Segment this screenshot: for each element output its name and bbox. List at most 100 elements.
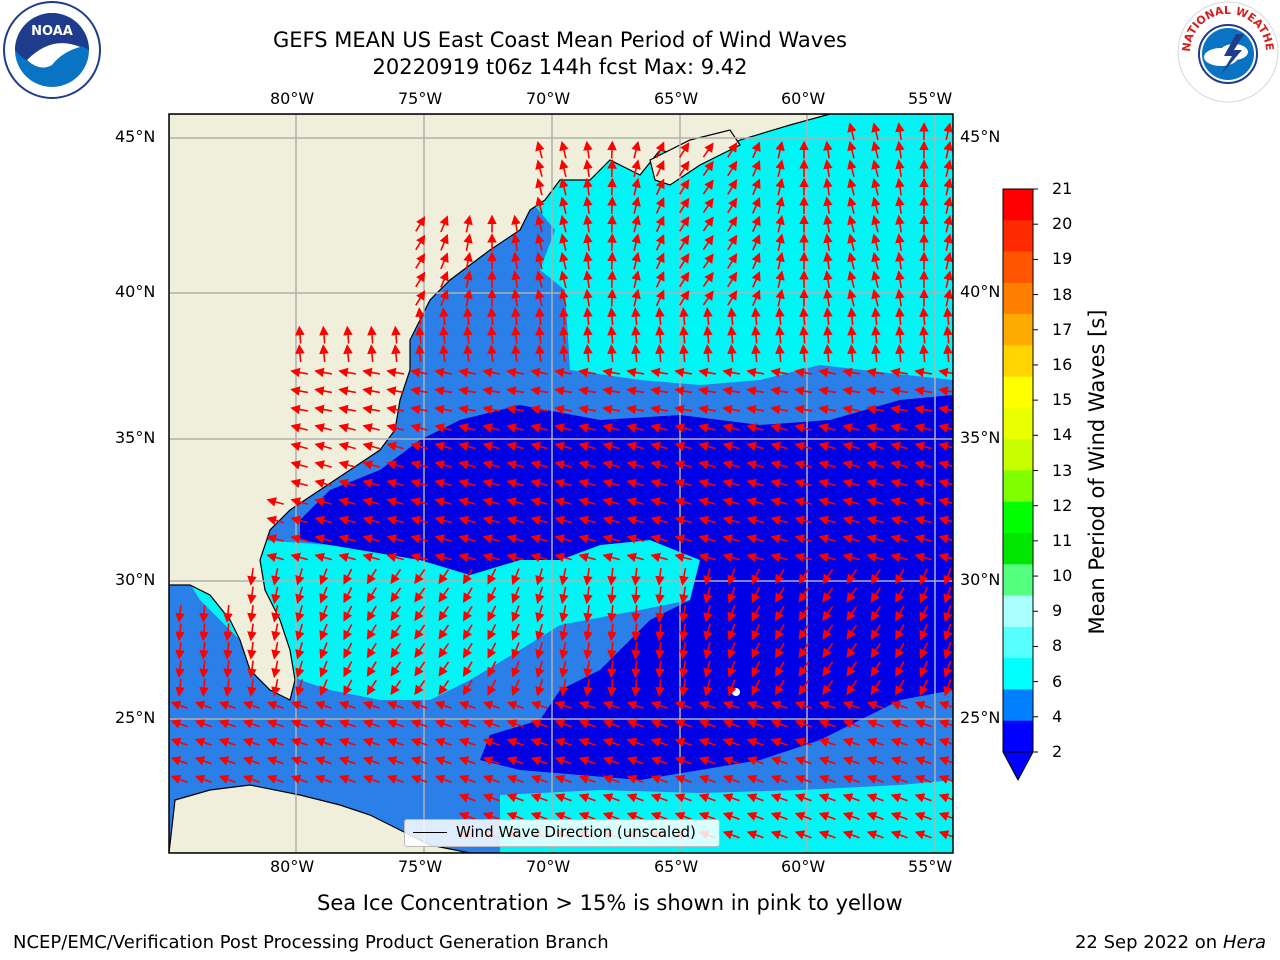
wind-arrow [751, 605, 761, 622]
wind-arrow [698, 515, 716, 526]
wind-arrow [583, 270, 593, 289]
wind-arrow [366, 642, 377, 659]
wind-arrow [506, 534, 524, 544]
wind-arrow [607, 307, 617, 326]
wind-arrow [602, 460, 620, 470]
wind-arrow [218, 756, 236, 766]
wind-arrow [674, 552, 692, 563]
wind-arrow [626, 737, 644, 747]
wind-arrow [266, 515, 284, 526]
wind-arrow [890, 737, 908, 747]
colorbar-swatch [1003, 376, 1033, 409]
wind-arrow [295, 344, 305, 363]
wind-arrow [746, 811, 764, 821]
wind-arrow [842, 534, 860, 544]
wind-arrow [554, 460, 572, 470]
wind-arrow [722, 515, 740, 526]
wind-arrow [799, 307, 809, 326]
wind-arrow [722, 441, 740, 452]
wind-arrow [218, 737, 236, 747]
wind-arrow [746, 515, 764, 526]
wind-arrow [650, 386, 669, 396]
wind-arrow [847, 196, 857, 214]
wind-arrow [487, 624, 497, 641]
wind-arrow [482, 460, 500, 470]
wind-arrow [554, 811, 572, 821]
wind-arrow [487, 661, 497, 678]
wind-arrow [410, 737, 428, 747]
wind-arrow [703, 344, 713, 363]
wind-arrow [943, 251, 953, 270]
wind-arrow [535, 159, 545, 177]
colorbar-swatch [1003, 407, 1033, 440]
wind-arrow [650, 811, 668, 821]
wind-arrow [938, 830, 953, 840]
wind-arrow [727, 160, 738, 177]
wind-arrow [559, 623, 569, 642]
wind-arrow [535, 233, 545, 251]
wind-arrow [650, 478, 668, 489]
wind-arrow [770, 441, 788, 452]
wind-arrow [870, 605, 881, 622]
wind-arrow [506, 756, 524, 766]
wind-arrow [607, 251, 617, 270]
wind-arrow [818, 441, 836, 452]
wind-arrow [366, 624, 377, 640]
wind-arrow [631, 325, 641, 344]
wind-arrow [506, 700, 524, 710]
wind-arrow [702, 234, 714, 251]
wind-arrow [866, 811, 884, 821]
wind-arrow [846, 568, 858, 585]
wind-arrow [722, 552, 740, 563]
wind-arrow [554, 719, 572, 729]
wind-arrow [247, 660, 257, 679]
wind-arrow [530, 497, 548, 507]
wind-arrow [530, 719, 548, 729]
wind-arrow [367, 325, 377, 344]
wind-arrow [775, 288, 785, 307]
wind-arrow [871, 214, 881, 233]
wind-arrow [727, 344, 737, 363]
wind-arrow [482, 404, 501, 415]
wind-arrow [362, 515, 380, 526]
wind-arrow [727, 271, 738, 288]
wind-arrow [578, 478, 596, 489]
wind-arrow [366, 679, 377, 696]
wind-arrow [818, 386, 837, 396]
wind-arrow [751, 642, 761, 659]
wind-arrow [798, 661, 810, 677]
wind-arrow [290, 404, 309, 415]
wind-arrow [458, 811, 476, 821]
wind-arrow [506, 404, 525, 415]
wind-arrow [818, 515, 836, 526]
wind-arrow [271, 623, 281, 642]
wind-arrow [530, 700, 548, 710]
wind-arrow [890, 386, 909, 396]
wind-arrow [722, 756, 740, 766]
wind-arrow [530, 756, 548, 766]
colorbar-swatch [1003, 689, 1033, 722]
wind-arrow [751, 196, 761, 214]
wind-arrow [775, 270, 785, 288]
wind-arrow [943, 568, 953, 586]
wind-arrow [703, 660, 713, 679]
wind-arrow [746, 737, 764, 747]
wind-arrow [506, 552, 524, 563]
wind-arrow [822, 661, 834, 677]
wind-arrow [727, 679, 737, 697]
wind-arrow [415, 307, 425, 326]
wind-arrow [842, 441, 860, 452]
colorbar-swatch [1003, 314, 1033, 346]
wind-arrow [847, 177, 857, 196]
wind-arrow [847, 159, 857, 177]
wind-arrow [823, 233, 833, 252]
wind-arrow [530, 367, 549, 378]
wind-arrow [511, 233, 521, 252]
wind-arrow [866, 793, 884, 803]
wind-arrow [386, 460, 404, 470]
wind-arrow [914, 830, 932, 840]
wind-arrow [775, 196, 785, 214]
wind-arrow [319, 344, 329, 363]
wind-arrow [583, 586, 593, 605]
wind-arrow [655, 289, 665, 307]
